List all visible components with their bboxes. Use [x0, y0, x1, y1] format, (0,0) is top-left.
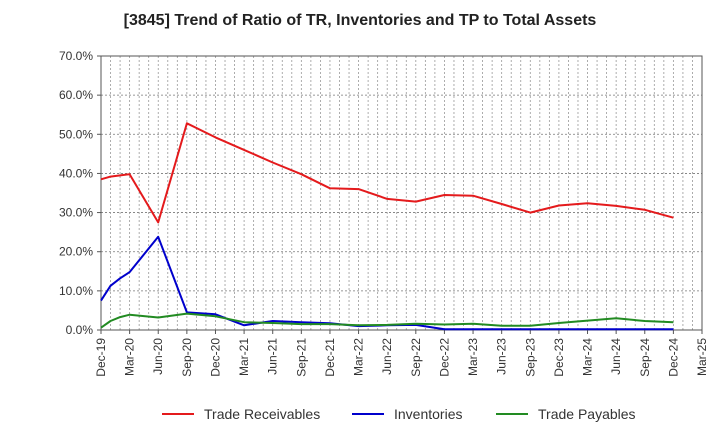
y-tick-label: 70.0%: [59, 49, 93, 63]
x-tick-label: Dec-20: [208, 338, 222, 377]
x-tick-label: Dec-19: [94, 338, 108, 377]
series-line-2: [100, 312, 674, 329]
series-line-0: [100, 122, 674, 224]
legend-label-2: Trade Payables: [538, 406, 636, 422]
x-tick-label: Mar-23: [466, 338, 480, 376]
y-tick-label: 0.0%: [66, 323, 94, 337]
y-tick-label: 20.0%: [59, 245, 93, 259]
y-tick-label: 60.0%: [59, 88, 93, 102]
y-tick-label: 50.0%: [59, 127, 93, 141]
plot-border: [100, 55, 703, 331]
x-tick-label: Jun-24: [609, 338, 623, 375]
chart-title: [3845] Trend of Ratio of TR, Inventories…: [123, 12, 597, 29]
x-tick-label: Sep-21: [294, 338, 308, 377]
plot-area: [101, 56, 702, 330]
x-tick-label: Dec-22: [437, 338, 451, 377]
x-tick-label: Sep-23: [523, 338, 537, 377]
x-tick-label: Dec-21: [323, 338, 337, 377]
x-tick-label: Sep-24: [638, 338, 652, 377]
y-tick-label: 30.0%: [59, 206, 93, 220]
y-tick-label: 10.0%: [59, 284, 93, 298]
x-tick-label: Sep-22: [409, 338, 423, 377]
legend-label-0: Trade Receivables: [204, 406, 320, 422]
x-tick-label: Mar-24: [581, 338, 595, 376]
x-tick-label: Sep-20: [180, 338, 194, 377]
x-tick-label: Mar-25: [695, 338, 709, 376]
legend-label-1: Inventories: [394, 406, 462, 422]
x-tick-label: Mar-22: [352, 338, 366, 376]
x-tick-label: Dec-23: [552, 338, 566, 377]
x-tick-label: Dec-24: [666, 338, 680, 377]
x-tick-label: Jun-23: [495, 338, 509, 375]
x-tick-label: Mar-20: [123, 338, 137, 376]
y-tick-label: 40.0%: [59, 166, 93, 180]
x-tick-label: Jun-20: [151, 338, 165, 375]
x-tick-label: Mar-21: [237, 338, 251, 376]
x-tick-label: Jun-21: [266, 338, 280, 375]
x-tick-label: Jun-22: [380, 338, 394, 375]
